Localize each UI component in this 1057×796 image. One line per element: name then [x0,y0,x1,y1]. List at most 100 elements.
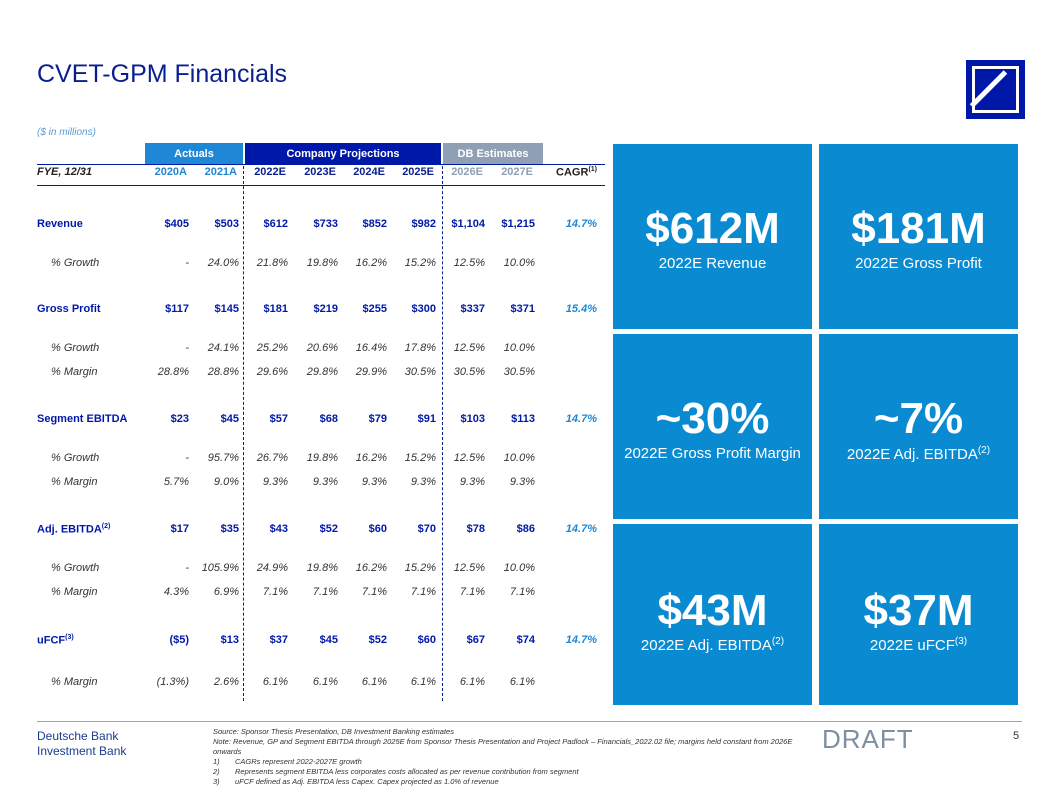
table-row: % Growth - 95.7% 26.7% 19.8% 16.2% 15.2% 12.5% 1… [37,452,605,470]
col-2022e: 2022E [254,166,286,178]
header-rule-top [37,164,605,165]
table-cell: $35 [220,523,239,535]
table-cell: 16.2% [355,562,387,574]
table-cell: 6.1% [459,676,485,688]
kpi-tile: ~30% 2022E Gross Profit Margin [613,334,812,519]
table-cell: $60 [368,523,387,535]
table-cell: $103 [460,413,485,425]
table-cell: $52 [319,523,338,535]
table-cell: 15.2% [404,562,436,574]
table-cell: 9.3% [262,476,288,488]
table-cell: 15.2% [404,257,436,269]
table-cell: 6.1% [410,676,436,688]
col-2026e: 2026E [451,166,483,178]
table-cell: $405 [164,218,189,230]
table-cell: 17.8% [404,342,436,354]
row-label: % Growth [51,452,100,464]
table-cell: 105.9% [201,562,239,574]
table-cell: - [185,562,189,574]
table-cell: $60 [417,634,436,646]
table-cell: 9.3% [459,476,485,488]
table-cell: 19.8% [306,452,338,464]
table-cell: 28.8% [207,366,239,378]
table-cell: $371 [510,303,535,315]
table-cell: - [185,342,189,354]
table-cell: 24.9% [256,562,288,574]
row-label: Adj. EBITDA(2) [37,523,111,536]
table-cell: 24.0% [207,257,239,269]
table-cell: $13 [220,634,239,646]
table-cell: $79 [368,413,387,425]
bank-name: Deutsche Bank Investment Bank [37,729,126,759]
col-2025e: 2025E [402,166,434,178]
table-cell: $78 [466,523,485,535]
table-cell: $17 [170,523,189,535]
cagr-cell: 14.7% [565,634,597,646]
table-cell: 30.5% [503,366,535,378]
column-headers: FYE, 12/31 2020A 2021A 2022E 2023E 2024E… [37,166,605,186]
table-cell: $300 [411,303,436,315]
table-cell: 15.2% [404,452,436,464]
cagr-cell: 15.4% [565,303,597,315]
units-note: ($ in millions) [37,127,96,138]
table-cell: $181 [263,303,288,315]
table-row: Segment EBITDA $23 $45 $57 $68 $79 $91 $103 $113… [37,413,605,431]
note-text: Note: Revenue, GP and Segment EBITDA thr… [213,737,793,756]
table-cell: $612 [263,218,288,230]
table-cell: 30.5% [404,366,436,378]
table-cell: 9.0% [213,476,239,488]
page-title: CVET-GPM Financials [37,60,288,88]
table-cell: $255 [362,303,387,315]
table-cell: 6.1% [312,676,338,688]
row-label: % Growth [51,562,100,574]
table-cell: 7.1% [361,586,387,598]
table-cell: 19.8% [306,257,338,269]
row-label: Gross Profit [37,303,101,315]
table-cell: 7.1% [410,586,436,598]
group-actuals: Actuals [145,143,243,164]
bank-line-1: Deutsche Bank [37,729,119,743]
col-fye: FYE, 12/31 [37,166,93,178]
table-cell: $67 [466,634,485,646]
footer-rule [37,721,1022,722]
divider-actuals [243,166,244,701]
table-row: % Margin 5.7% 9.0% 9.3% 9.3% 9.3% 9.3% 9.3% 9.3% [37,476,605,494]
source-note: Source: Sponsor Thesis Presentation, DB … [213,727,454,736]
table-cell: - [185,452,189,464]
table-cell: 4.3% [163,586,189,598]
table-cell: $852 [362,218,387,230]
deutsche-bank-logo [966,60,1025,119]
bank-line-2: Investment Bank [37,744,127,758]
kpi-value: ~7% [873,394,964,443]
table-cell: 10.0% [503,562,535,574]
table-cell: $43 [269,523,288,535]
footnote-3: 3) uFCF defined as Adj. EBITDA less Capex… [213,777,499,786]
table-cell: 2.6% [213,676,239,688]
table-cell: 6.1% [361,676,387,688]
row-label: % Margin [51,586,98,598]
table-cell: 21.8% [256,257,288,269]
kpi-value: ~30% [655,394,770,443]
kpi-tile: $43M 2022E Adj. EBITDA(2) [613,524,812,705]
col-2024e: 2024E [353,166,385,178]
table-cell: 16.2% [355,452,387,464]
table-row: % Growth -105.9% 24.9% 19.8% 16.2% 15.2% 12.5%… [37,562,605,580]
table-cell: $145 [214,303,239,315]
table-cell: 19.8% [306,562,338,574]
table-cell: 9.3% [509,476,535,488]
table-cell: $91 [417,413,436,425]
table-row: % Margin 28.8% 28.8% 29.6% 29.8% 29.9% 30.5% 30… [37,366,605,384]
table-cell: $45 [220,413,239,425]
table-cell: 24.1% [207,342,239,354]
table-row: % Growth - 24.1% 25.2% 20.6% 16.4% 17.8% 12.5% 1… [37,342,605,360]
footnote-2: 2) Represents segment EBITDA less corpora… [213,767,579,776]
group-company-projections: Company Projections [245,143,441,164]
table-row: Revenue $405 $503 $612 $733 $852 $982 $1,104 $1,… [37,218,605,236]
col-2020a: 2020A [154,166,187,178]
table-cell: 7.1% [262,586,288,598]
footnote-1: 1) CAGRs represent 2022-2027E growth [213,757,362,766]
table-cell: 16.4% [355,342,387,354]
table-cell: 7.1% [459,586,485,598]
table-cell: 6.9% [213,586,239,598]
kpi-caption: 2022E Gross Profit [855,255,982,272]
